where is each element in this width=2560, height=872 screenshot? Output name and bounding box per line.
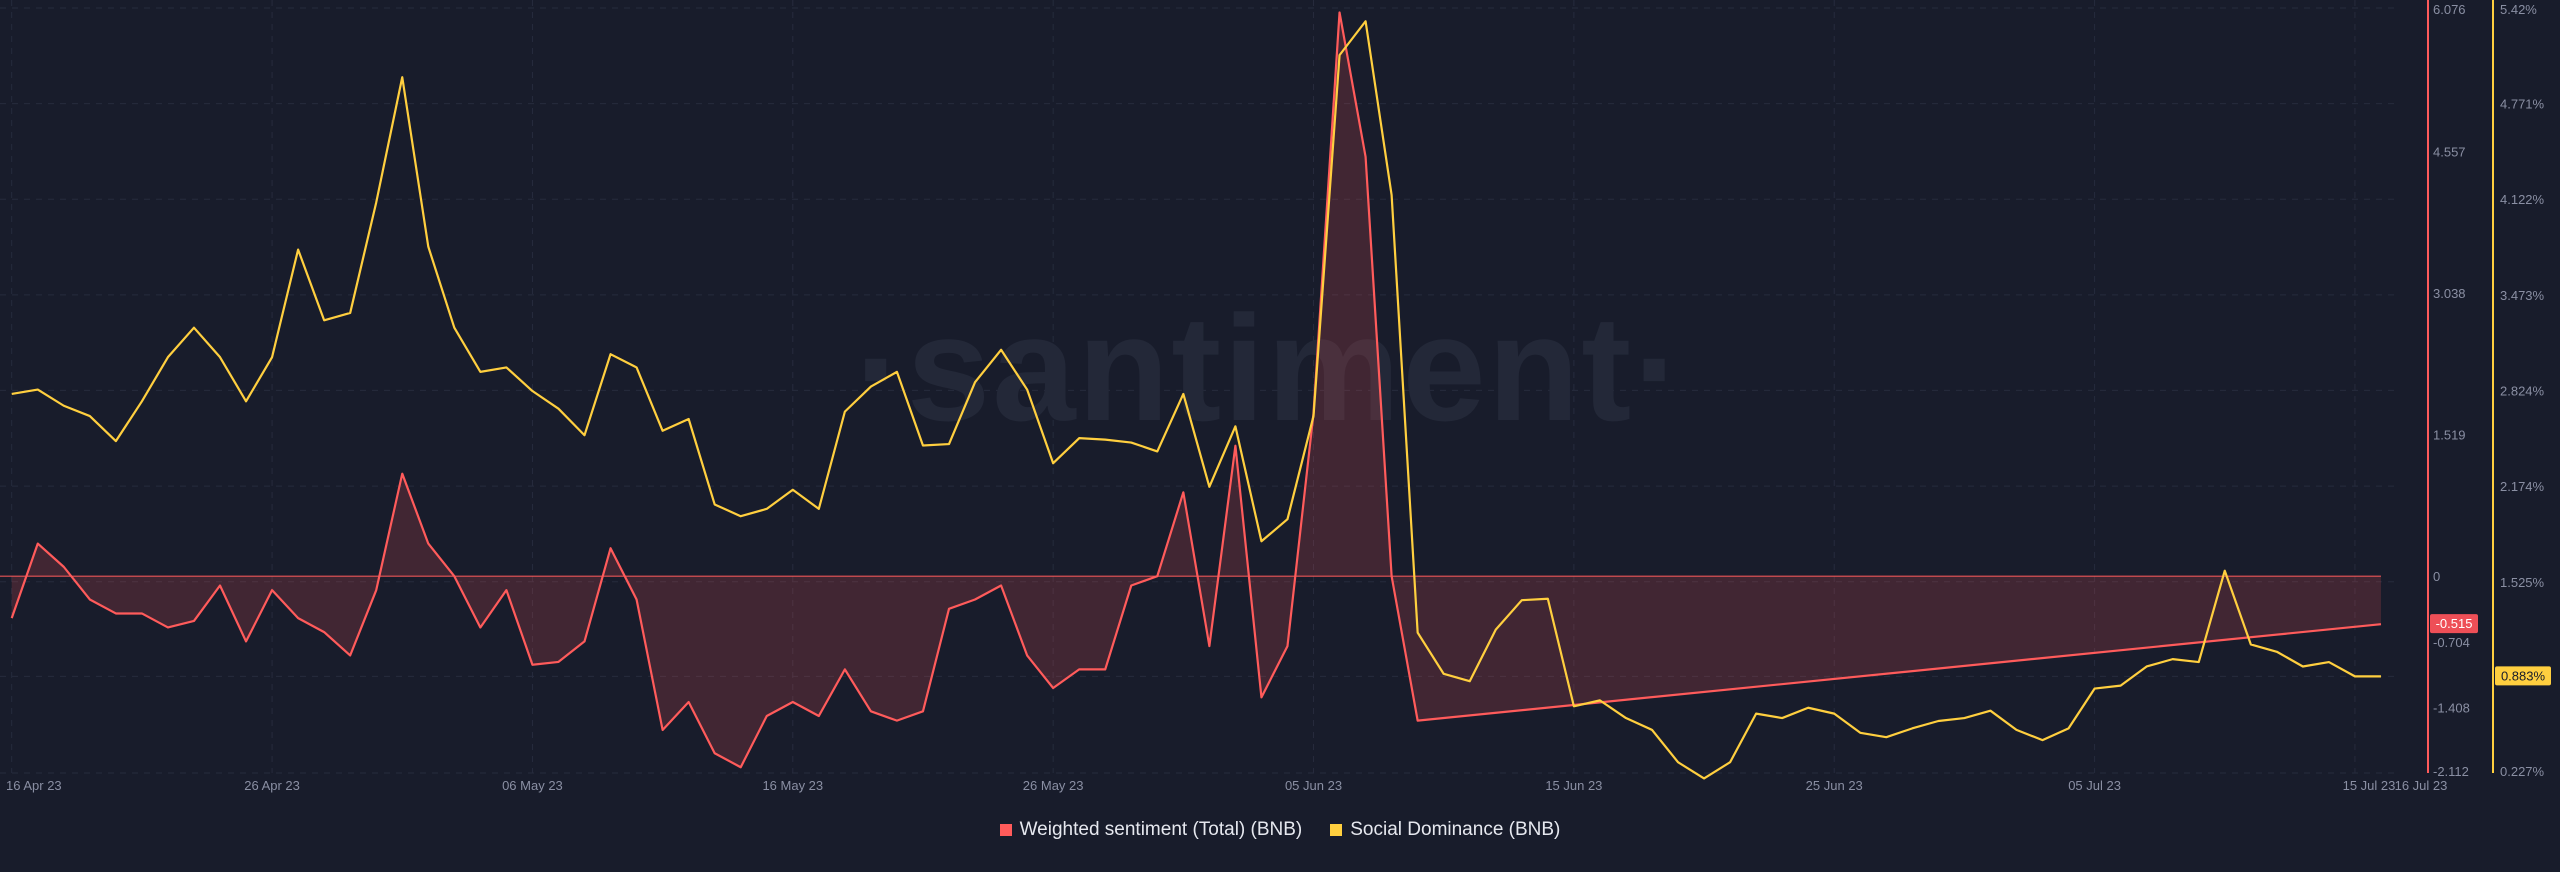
left-axis-tick-label: -2.112	[2433, 764, 2469, 779]
current-dominance-value: 0.883%	[2501, 668, 2546, 683]
x-axis-tick-label: 26 Apr 23	[244, 778, 300, 793]
tick-labels: 6.076 4.557 3.038 1.519 0 -0.704 -1.408 -2.112 5…	[6, 2, 2551, 793]
left-axis-tick-label: 1.519	[2433, 428, 2466, 443]
right-axis-tick-label: 2.174%	[2500, 479, 2545, 494]
sentiment-area-layer	[0, 12, 2381, 768]
x-axis-tick-label: 06 May 23	[502, 778, 563, 793]
x-axis-tick-label: 05 Jul 23	[2068, 778, 2121, 793]
right-axis-tick-label: 2.824%	[2500, 383, 2545, 398]
legend-item-sentiment[interactable]: Weighted sentiment (Total) (BNB)	[999, 819, 1303, 841]
current-sentiment-badge	[2430, 614, 2478, 634]
sentiment-area	[11, 12, 2381, 768]
axes	[2427, 0, 2494, 773]
left-axis-tick-label: -1.408	[2433, 700, 2470, 715]
legend-swatch-dominance	[1330, 824, 1343, 836]
x-axis-tick-label: 15 Jul 23	[2343, 778, 2396, 793]
left-axis-tick-label: 6.076	[2433, 2, 2466, 17]
right-axis-tick-label: 1.525%	[2500, 575, 2545, 590]
right-axis-tick-label: 0.227%	[2500, 764, 2545, 779]
x-axis-tick-label: 16 Apr 23	[6, 778, 62, 793]
current-dominance-badge	[2495, 666, 2551, 686]
series-line-dominance	[11, 20, 2381, 780]
watermark: ·santiment·	[855, 284, 1685, 452]
legend: Weighted sentiment (Total) (BNB) Social …	[0, 819, 2560, 841]
left-axis-tick-label: -0.704	[2433, 635, 2470, 650]
right-axis-tick-label: 4.122%	[2500, 192, 2545, 207]
right-axis-tick-label: 5.42%	[2500, 2, 2537, 17]
current-sentiment-value: -0.515	[2436, 616, 2473, 631]
left-axis-tick-label: 0	[2433, 569, 2440, 584]
legend-swatch-sentiment	[999, 824, 1012, 836]
x-axis-tick-label: 15 Jun 23	[1545, 778, 1602, 793]
gridlines	[0, 0, 2394, 774]
series-line-layer	[10, 11, 2382, 780]
series-line-sentiment	[10, 11, 2382, 769]
right-axis-tick-label: 4.771%	[2500, 97, 2545, 112]
x-axis-tick-label: 25 Jun 23	[1806, 778, 1863, 793]
legend-label-dominance: Social Dominance (BNB)	[1350, 819, 1561, 840]
legend-item-dominance[interactable]: Social Dominance (BNB)	[1330, 819, 1560, 841]
x-axis-tick-label: 05 Jun 23	[1285, 778, 1342, 793]
left-axis-tick-label: 3.038	[2433, 286, 2466, 301]
left-axis-tick-label: 4.557	[2433, 145, 2466, 160]
legend-label-sentiment: Weighted sentiment (Total) (BNB)	[1019, 819, 1303, 840]
x-axis-tick-label: 26 May 23	[1023, 778, 1084, 793]
right-axis-tick-label: 3.473%	[2500, 288, 2545, 303]
x-axis-tick-label: 16 May 23	[762, 778, 823, 793]
x-axis-tick-label: 16 Jul 23	[2395, 778, 2448, 793]
